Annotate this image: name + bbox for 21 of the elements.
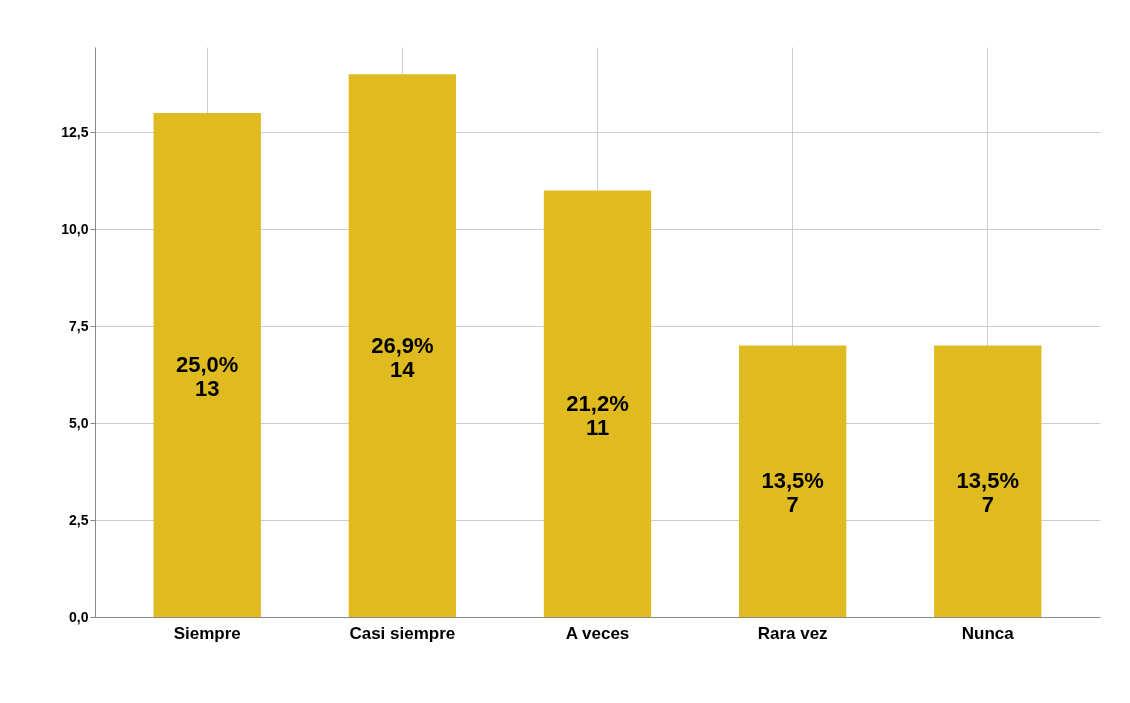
bar xyxy=(348,74,457,617)
data-label: 26,9% 14 xyxy=(371,332,434,382)
x-tick-label: Siempre xyxy=(173,623,241,643)
data-label: 13,5% 7 xyxy=(761,468,824,518)
x-tick-label: A veces xyxy=(565,623,630,643)
bar xyxy=(543,190,652,617)
y-tick-label: 12,5 xyxy=(61,123,89,140)
bar xyxy=(934,345,1042,617)
bar xyxy=(153,112,261,617)
data-label: 13,5% 7 xyxy=(956,468,1019,518)
y-tick-label: 5,0 xyxy=(69,414,89,431)
data-label: 21,2% 11 xyxy=(566,390,629,440)
data-label: 25,0% 13 xyxy=(176,351,239,401)
y-tick-label: 2,5 xyxy=(69,511,89,528)
bar xyxy=(738,345,847,617)
x-tick-label: Rara vez xyxy=(757,623,828,643)
x-tick-label: Casi siempre xyxy=(349,623,456,643)
y-tick-label: 10,0 xyxy=(61,220,89,237)
x-tick-label: Nunca xyxy=(961,623,1015,643)
y-tick-label: 0,0 xyxy=(69,608,89,625)
y-tick-label: 7,5 xyxy=(69,317,89,334)
